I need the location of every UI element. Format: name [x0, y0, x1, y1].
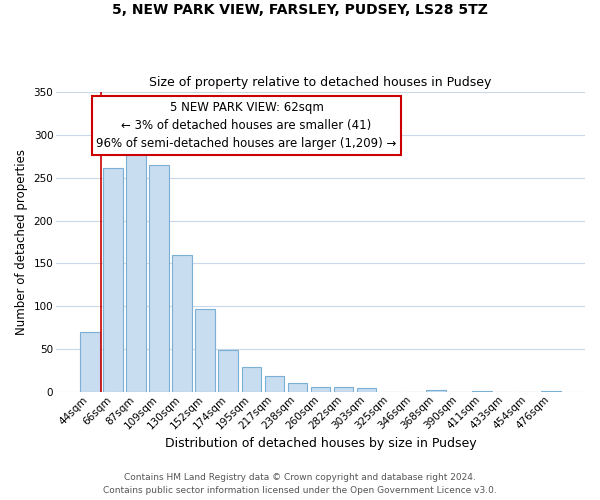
Bar	[218, 350, 238, 392]
Bar	[103, 168, 123, 392]
Bar	[196, 308, 215, 392]
Bar	[357, 388, 376, 392]
Title: Size of property relative to detached houses in Pudsey: Size of property relative to detached ho…	[149, 76, 492, 90]
Text: 5, NEW PARK VIEW, FARSLEY, PUDSEY, LS28 5TZ: 5, NEW PARK VIEW, FARSLEY, PUDSEY, LS28 …	[112, 2, 488, 16]
Bar	[126, 141, 146, 392]
Bar	[242, 367, 261, 392]
Bar	[311, 386, 331, 392]
Bar	[287, 383, 307, 392]
Text: Contains HM Land Registry data © Crown copyright and database right 2024.
Contai: Contains HM Land Registry data © Crown c…	[103, 474, 497, 495]
Text: 5 NEW PARK VIEW: 62sqm
← 3% of detached houses are smaller (41)
96% of semi-deta: 5 NEW PARK VIEW: 62sqm ← 3% of detached …	[97, 101, 397, 150]
Y-axis label: Number of detached properties: Number of detached properties	[15, 149, 28, 335]
Bar	[426, 390, 446, 392]
Bar	[149, 165, 169, 392]
Bar	[541, 391, 561, 392]
Bar	[172, 255, 192, 392]
Bar	[334, 386, 353, 392]
X-axis label: Distribution of detached houses by size in Pudsey: Distribution of detached houses by size …	[165, 437, 476, 450]
Bar	[80, 332, 100, 392]
Bar	[472, 391, 492, 392]
Bar	[265, 376, 284, 392]
